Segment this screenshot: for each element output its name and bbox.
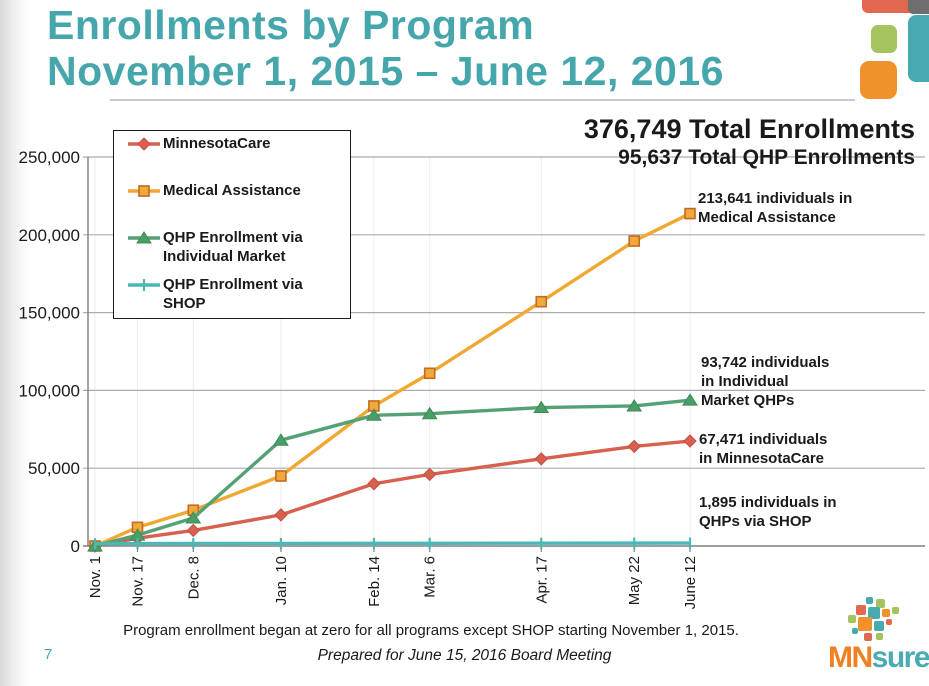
diamond-marker-icon <box>627 439 641 454</box>
title-divider-line <box>110 99 855 101</box>
series-line-triangle <box>94 398 691 548</box>
x-tick-label: Dec. 8 <box>185 556 202 599</box>
x-tick-label: Feb. 14 <box>366 556 383 607</box>
mnsure-wordmark: MNsure <box>828 643 929 673</box>
square-marker-icon <box>628 235 641 247</box>
deco-gray-chip <box>908 0 929 14</box>
y-tick-label: 50,000 <box>28 459 80 478</box>
page-number: 7 <box>44 646 53 663</box>
square-marker-icon <box>423 367 436 380</box>
triangle-marker-icon <box>682 393 698 406</box>
diamond-marker-icon <box>683 434 697 448</box>
annotation-individual-market: 93,742 individuals in Individual Market … <box>701 354 830 409</box>
slide-title-line1: Enrollments by Program <box>47 2 535 48</box>
diamond-marker-icon <box>137 137 151 151</box>
legend-item-1: MinnesotaCare <box>127 134 350 153</box>
square-marker-icon <box>535 295 548 308</box>
prepared-for-text: Prepared for June 15, 2016 Board Meeting <box>317 647 612 664</box>
annotation-shop: 1,895 individuals in QHPs via SHOP <box>699 494 837 530</box>
x-tick-label: Jan. 10 <box>273 556 290 605</box>
triangle-marker-icon <box>421 406 438 420</box>
y-tick-label: 150,000 <box>19 304 80 323</box>
legend: MinnesotaCare Medical Assistance QHP Enrol… <box>113 130 351 319</box>
y-tick-label: 100,000 <box>19 381 80 400</box>
x-tick-label: Nov. 17 <box>130 556 147 607</box>
legend-label: Medical Assistance <box>163 182 301 199</box>
legend-marker-square-icon <box>128 185 160 197</box>
x-tick-label: May 22 <box>626 556 643 605</box>
series-line-diamond <box>94 439 691 548</box>
triangle-marker-icon <box>273 433 289 446</box>
series-markers-triangle <box>87 393 698 552</box>
diamond-marker-icon <box>274 508 288 522</box>
x-tick-label: Mar. 6 <box>422 556 439 598</box>
mnsure-wordmark-mn: MN <box>828 641 873 674</box>
square-marker-icon <box>275 470 287 482</box>
x-tick-label: June 12 <box>682 556 699 609</box>
diamond-marker-icon <box>367 477 381 491</box>
slide-title-line2: November 1, 2015 – June 12, 2016 <box>47 48 724 94</box>
legend-label: MinnesotaCare <box>163 135 271 152</box>
triangle-marker-icon <box>136 231 152 244</box>
triangle-marker-icon <box>533 400 550 414</box>
legend-marker-diamond-icon <box>128 137 160 151</box>
mnsure-logo-mosaic-icon <box>846 597 908 643</box>
deco-coral-bar <box>862 0 915 13</box>
y-tick-label: 0 <box>71 537 80 556</box>
triangle-marker-icon <box>185 511 202 524</box>
total-qhp-enrollments-text: 95,637 Total QHP Enrollments <box>618 146 915 169</box>
series-markers-diamond <box>88 434 697 553</box>
y-tick-label: 250,000 <box>19 148 80 167</box>
legend-item-2: Medical Assistance <box>127 181 350 200</box>
annotation-minnesotacare: 67,471 individuals in MinnesotaCare <box>699 431 828 467</box>
triangle-marker-icon <box>365 408 382 421</box>
y-tick-label: 200,000 <box>19 226 80 245</box>
annotation-medical-assistance: 213,641 individuals in Medical Assistanc… <box>698 190 853 226</box>
legend-label: QHP Enrollment via Individual Market <box>163 229 303 265</box>
totals-headline: 376,749 Total Enrollments 95,637 Total Q… <box>584 114 915 170</box>
slide-title: Enrollments by Program November 1, 2015 … <box>47 2 724 94</box>
legend-item-3: QHP Enrollment via Individual Market <box>127 228 350 266</box>
deco-green-square <box>871 25 897 53</box>
legend-label: QHP Enrollment via SHOP <box>163 276 303 312</box>
x-tick-label: Apr. 17 <box>533 556 550 604</box>
deco-orange-square <box>860 61 897 99</box>
total-enrollments-text: 376,749 Total Enrollments <box>583 114 915 144</box>
diamond-marker-icon <box>422 467 437 482</box>
square-marker-icon <box>684 207 696 220</box>
legend-marker-plus-icon <box>128 279 160 291</box>
mnsure-wordmark-sure: sure <box>871 641 929 674</box>
deco-teal-rectangle <box>908 15 929 82</box>
slide-left-edge-shading <box>0 0 30 686</box>
legend-marker-triangle-icon <box>128 231 160 244</box>
diamond-marker-icon <box>186 523 200 538</box>
diamond-marker-icon <box>534 452 548 466</box>
footnote-text: Program enrollment began at zero for all… <box>123 622 739 639</box>
series-markers-plus <box>93 537 692 550</box>
x-tick-label: Nov. 1 <box>87 556 104 598</box>
legend-item-4: QHP Enrollment via SHOP <box>127 275 350 313</box>
triangle-marker-icon <box>626 399 643 412</box>
series-line-plus <box>94 541 691 546</box>
square-marker-icon <box>138 185 150 197</box>
